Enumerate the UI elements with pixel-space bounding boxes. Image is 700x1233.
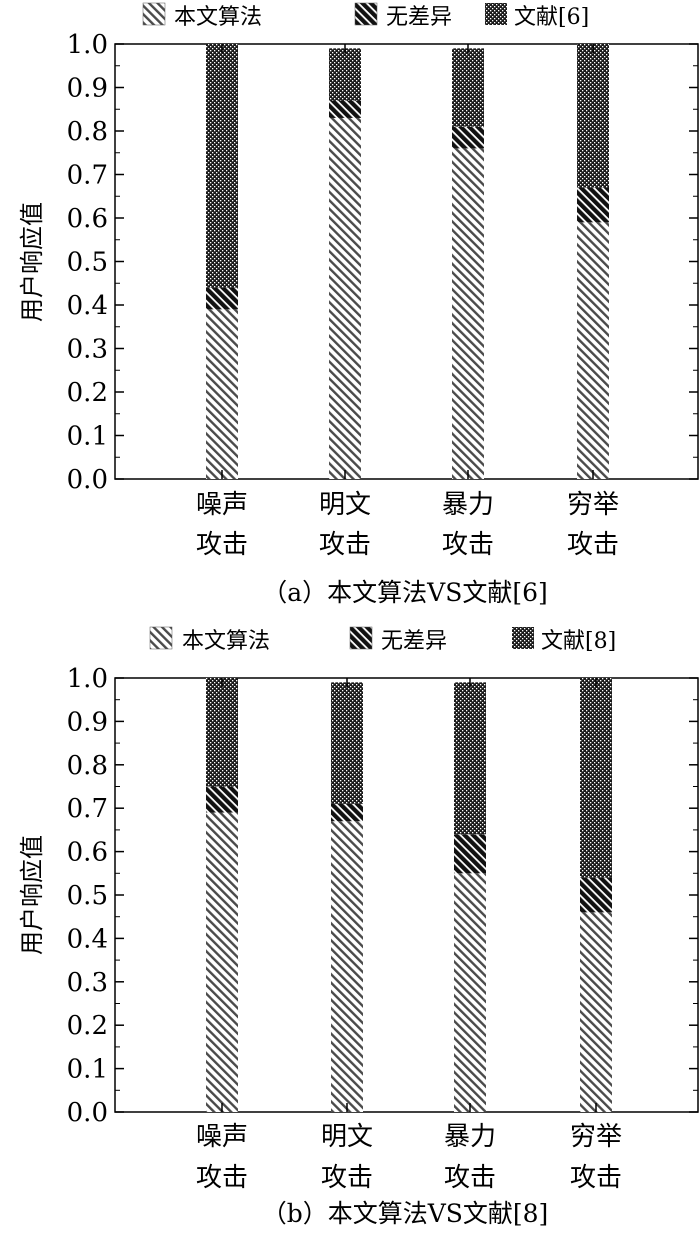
y-tick-label: 0.3 <box>67 335 108 365</box>
legend-a-label-ref: 文献[6] <box>514 5 589 30</box>
legend-b-swatch-ref <box>512 627 534 649</box>
legend-a-swatch-ours <box>142 2 166 26</box>
legend-b-label-ref: 文献[8] <box>541 629 616 654</box>
bar-nodiff <box>206 287 238 310</box>
bar-nodiff <box>452 126 484 149</box>
x-tick-label: 噪声 <box>196 1122 248 1152</box>
bar-nodiff <box>454 834 486 874</box>
bar-nodiff <box>577 187 609 223</box>
bar-ours <box>577 222 609 479</box>
chart-a-caption: （a）本文算法VS文献[6] <box>262 578 548 607</box>
y-tick-label: 0.6 <box>67 204 108 234</box>
y-tick-label: 0.9 <box>67 707 108 737</box>
y-tick-label: 0.4 <box>67 924 108 954</box>
bar-nodiff <box>329 100 361 118</box>
chart-b-y-axis: 0.0 0.1 0.2 0.3 0.4 0.5 0.6 0.7 0.8 0.9 1.0 <box>67 664 698 1128</box>
legend-a-label-ours: 本文算法 <box>174 5 262 30</box>
x-tick-label: 攻击 <box>442 530 494 560</box>
chart-a-ylabel: 用户响应值 <box>18 202 46 322</box>
bar-ours <box>329 117 361 479</box>
bar-nodiff <box>206 786 238 813</box>
y-tick-label: 0.2 <box>67 1011 108 1041</box>
chart-a-y-axis: 0.0 0.1 0.2 0.3 0.4 0.5 0.6 0.7 0.8 0.9 1.0 <box>67 30 698 495</box>
x-tick-label: 暴力 <box>444 1122 496 1152</box>
chart-a-bars <box>206 44 609 479</box>
x-tick-label: 穷举 <box>567 490 619 520</box>
x-tick-label: 穷举 <box>570 1122 622 1152</box>
y-tick-label: 0.8 <box>67 117 108 147</box>
y-tick-label: 0.5 <box>67 881 108 911</box>
bar-ours <box>580 912 612 1112</box>
bar-nodiff <box>331 803 363 822</box>
x-tick-label: 攻击 <box>321 1163 373 1193</box>
bar-ref <box>331 682 363 804</box>
y-tick-label: 0.2 <box>67 378 108 408</box>
legend-b-label-nodiff: 无差异 <box>381 629 447 654</box>
y-tick-label: 0.6 <box>67 838 108 868</box>
bar-ref <box>577 44 609 188</box>
bar-ref <box>454 682 486 835</box>
y-tick-label: 0.0 <box>67 465 108 495</box>
x-tick-label: 攻击 <box>444 1163 496 1193</box>
bar-ours <box>206 309 238 479</box>
x-tick-label: 攻击 <box>196 530 248 560</box>
bar-ref <box>329 48 361 101</box>
legend-b-label-ours: 本文算法 <box>182 629 270 654</box>
y-tick-label: 0.3 <box>67 968 108 998</box>
y-tick-label: 0.5 <box>67 248 108 278</box>
x-tick-label: 暴力 <box>442 490 494 520</box>
x-tick-label: 攻击 <box>196 1163 248 1193</box>
y-tick-label: 0.7 <box>67 161 108 191</box>
bar-nodiff <box>580 877 612 913</box>
bar-ours <box>452 148 484 479</box>
chart-b-ylabel: 用户响应值 <box>18 835 46 955</box>
x-tick-label: 明文 <box>319 490 371 520</box>
x-tick-label: 攻击 <box>567 530 619 560</box>
x-tick-label: 明文 <box>321 1122 373 1152</box>
y-tick-label: 0.7 <box>67 794 108 824</box>
chart-b-bars <box>206 678 612 1112</box>
legend-a-swatch-ref <box>485 3 507 25</box>
x-tick-label: 攻击 <box>319 530 371 560</box>
legend-b-swatch-nodiff <box>349 626 373 650</box>
legend-b-swatch-ours <box>149 626 173 650</box>
legend-a: 本文算法 无差异 文献[6] <box>142 2 589 30</box>
y-tick-label: 0.1 <box>67 422 108 452</box>
y-tick-label: 1.0 <box>67 664 108 694</box>
y-tick-label: 0.8 <box>67 751 108 781</box>
legend-a-label-nodiff: 无差异 <box>386 5 452 30</box>
bar-ref <box>206 678 238 787</box>
x-tick-label: 攻击 <box>570 1163 622 1193</box>
x-tick-label: 噪声 <box>196 490 248 520</box>
bar-ours <box>206 812 238 1112</box>
bar-ours <box>454 873 486 1112</box>
bar-ref <box>580 678 612 878</box>
y-tick-label: 0.1 <box>67 1055 108 1085</box>
bar-ref <box>452 48 484 127</box>
bar-ours <box>331 821 363 1112</box>
y-tick-label: 1.0 <box>67 30 108 60</box>
chart-b: 本文算法 无差异 文献[8] 0.00.10.20.30.40.50.60.70… <box>18 626 699 1228</box>
legend-b: 本文算法 无差异 文献[8] <box>149 626 616 654</box>
y-tick-label: 0.4 <box>67 291 108 321</box>
y-tick-label: 0.0 <box>67 1098 108 1128</box>
chart-b-caption: （b）本文算法VS文献[8] <box>262 1199 549 1228</box>
bar-ref <box>206 44 238 288</box>
y-tick-label: 0.9 <box>67 74 108 104</box>
legend-a-swatch-nodiff <box>354 2 378 26</box>
chart-a: 本文算法 无差异 文献[6] 0.00.10.20.30.40.50.60.70… <box>18 2 699 607</box>
chart-a-frame <box>114 43 699 480</box>
